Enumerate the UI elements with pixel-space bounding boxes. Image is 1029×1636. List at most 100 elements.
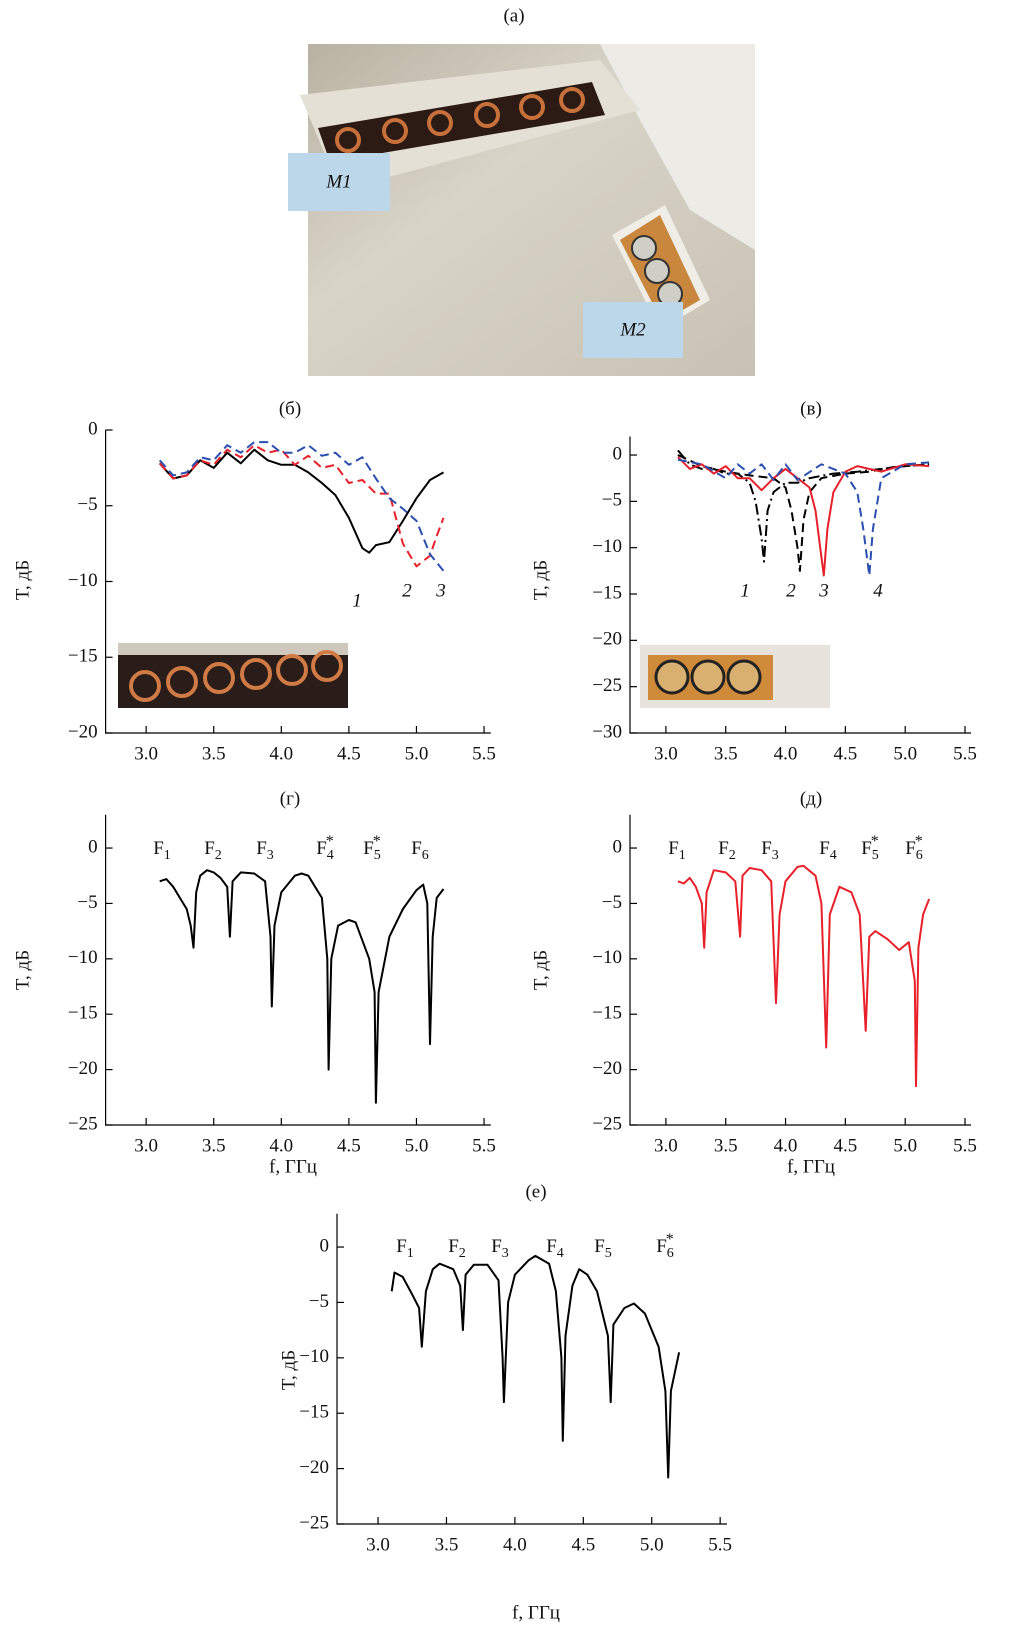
y-axis-label: T, дБ (12, 560, 33, 600)
photo-label: M1 (325, 171, 351, 192)
y-tick-label: −30 (592, 721, 622, 742)
annotation-sub: 2 (459, 1246, 466, 1261)
x-tick-label: 5.0 (405, 743, 429, 764)
y-tick-label: −15 (68, 1003, 98, 1024)
x-tick-label: 5.0 (640, 1534, 664, 1555)
page: {"figure": {"photo": {"panel": "(а)", "l… (0, 0, 1029, 1631)
annotation: F5* (363, 833, 381, 864)
annotation-sub: 5 (605, 1246, 612, 1261)
annotation-text: F (718, 838, 729, 859)
figure: (а) M1 M2 (б)3.03.54.04.55.05.50 (0, 0, 1029, 1631)
y-tick-label: −25 (299, 1512, 329, 1533)
annotation: F4 (819, 838, 837, 863)
annotation-sup: * (326, 833, 334, 850)
panel-label: (д) (800, 788, 822, 809)
panel-label: (в) (800, 398, 822, 419)
x-tick-label: 3.0 (654, 1135, 678, 1156)
annotation: F3 (761, 838, 779, 863)
x-tick-label: 4.5 (833, 1135, 857, 1156)
series-line (160, 445, 444, 566)
annotation: F6* (905, 833, 923, 864)
series-label: 1 (740, 580, 750, 601)
y-axis-label: T, дБ (530, 560, 551, 600)
annotation-sub: 1 (164, 848, 171, 863)
annotation-sub: 4 (830, 848, 837, 863)
y-axis-label: T, дБ (278, 1350, 299, 1390)
annotation-sup: * (871, 833, 879, 850)
x-tick-label: 3.5 (714, 743, 738, 764)
x-tick-label: 3.0 (366, 1534, 390, 1555)
annotation-sub: 1 (407, 1246, 414, 1261)
y-tick-label: −10 (299, 1346, 329, 1367)
annotation: F6 (411, 838, 429, 863)
x-tick-label: 4.0 (503, 1534, 527, 1555)
x-tick-label: 5.5 (472, 743, 496, 764)
panel-label: (а) (503, 5, 524, 26)
annotation-sup: * (373, 833, 381, 850)
y-axis-label: T, дБ (530, 950, 551, 990)
annotation-sub: 4 (327, 848, 334, 863)
x-tick-label: 5.5 (953, 1135, 977, 1156)
y-tick-label: −5 (77, 892, 97, 913)
annotation-sub: 2 (215, 848, 222, 863)
annotation-sub: 5 (872, 848, 879, 863)
annotation-text: F (546, 1236, 557, 1257)
annotation: F2 (204, 838, 222, 863)
annotation-text: F (594, 1236, 605, 1257)
series-label: 2 (402, 580, 412, 601)
x-tick-label: 3.5 (714, 1135, 738, 1156)
annotation-sub: 6 (667, 1246, 674, 1261)
annotation-sub: 3 (772, 848, 779, 863)
annotation-sub: 6 (422, 848, 429, 863)
x-axis-label: f, ГГц (787, 1156, 835, 1177)
x-tick-label: 4.0 (774, 1135, 798, 1156)
y-tick-label: −5 (602, 490, 622, 511)
y-tick-label: −15 (592, 1003, 622, 1024)
annotation: F2 (718, 838, 736, 863)
x-tick-label: 4.0 (269, 743, 293, 764)
annotation-text: F (491, 1236, 502, 1257)
x-tick-label: 5.5 (953, 743, 977, 764)
annotation-sub: 2 (729, 848, 736, 863)
annotation-text: F (153, 838, 164, 859)
y-tick-label: −20 (68, 1058, 98, 1079)
y-tick-label: 0 (613, 443, 623, 464)
annotation-text: F (668, 838, 679, 859)
annotation: F1 (396, 1236, 414, 1261)
x-tick-label: 4.5 (571, 1534, 595, 1555)
y-tick-label: −10 (68, 947, 98, 968)
series-label: 3 (818, 580, 829, 601)
x-tick-label: 4.5 (833, 743, 857, 764)
panel-label: (г) (280, 788, 300, 809)
x-tick-label: 5.0 (893, 1135, 917, 1156)
series-line (392, 1256, 679, 1478)
series-label: 3 (435, 580, 446, 601)
x-tick-label: 5.5 (708, 1534, 732, 1555)
y-tick-label: −15 (592, 582, 622, 603)
y-tick-label: 0 (88, 836, 98, 857)
annotation-sub: 6 (916, 848, 923, 863)
annotation: F1 (153, 838, 171, 863)
x-axis-label: f, ГГц (512, 1602, 560, 1623)
y-tick-label: −5 (309, 1291, 329, 1312)
annotation-sub: 5 (374, 848, 381, 863)
inset-photo (118, 643, 348, 708)
x-tick-label: 4.0 (269, 1135, 293, 1156)
annotation-text: F (761, 838, 772, 859)
y-tick-label: −15 (299, 1402, 329, 1423)
y-tick-label: −20 (299, 1457, 329, 1478)
annotation: F6* (656, 1231, 674, 1262)
series-line (678, 866, 929, 1086)
annotation-sub: 4 (557, 1246, 564, 1261)
y-tick-label: −5 (77, 494, 97, 515)
annotation-sub: 3 (502, 1246, 509, 1261)
x-tick-label: 5.0 (405, 1135, 429, 1156)
inset-photo (640, 645, 830, 708)
panel-label: (е) (525, 1181, 546, 1202)
annotation: F2 (448, 1236, 466, 1261)
annotation-sub: 3 (267, 848, 274, 863)
x-tick-label: 3.5 (202, 743, 226, 764)
annotation: F3 (256, 838, 274, 863)
